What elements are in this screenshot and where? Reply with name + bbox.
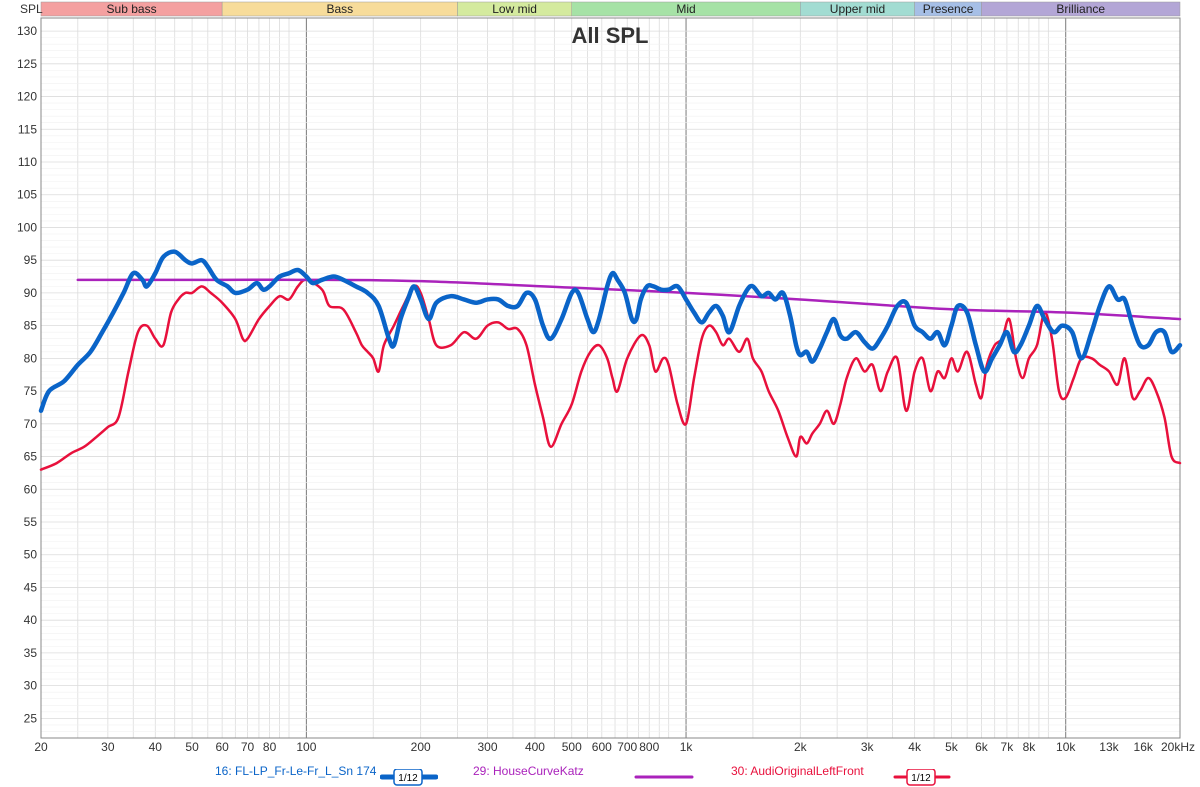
smoothing-badge-1: 1/12 <box>398 773 418 784</box>
x-tick-label: 3k <box>861 740 875 754</box>
band-label-0: Sub bass <box>107 2 157 16</box>
x-tick-label: 40 <box>149 740 163 754</box>
band-label-5: Presence <box>923 2 974 16</box>
y-tick-label: 25 <box>24 711 38 725</box>
band-label-6: Brilliance <box>1056 2 1105 16</box>
x-tick-label: 400 <box>525 740 545 754</box>
y-tick-label: 65 <box>24 450 38 464</box>
plot-frame <box>40 17 1181 739</box>
x-tick-label: 300 <box>478 740 498 754</box>
grid <box>40 18 1181 738</box>
y-tick-label: 75 <box>24 384 38 398</box>
legend-swatch-series-3[interactable]: 1/12 <box>893 769 951 787</box>
x-tick-label: 7k <box>1001 740 1015 754</box>
y-tick-label: 70 <box>24 417 38 431</box>
legend-label-series-2[interactable]: 29: HouseCurveKatz <box>473 764 584 778</box>
legend-swatch-series-2[interactable] <box>634 769 694 787</box>
series-line-3 <box>39 278 1182 471</box>
x-tick-label: 20 <box>34 740 48 754</box>
y-tick-label: 100 <box>17 220 37 234</box>
band-label-4: Upper mid <box>830 2 885 16</box>
legend-swatch-series-1[interactable]: 1/12 <box>380 769 438 787</box>
x-tick-label: 60 <box>215 740 229 754</box>
spl-chart: Sub bass Bass Low mid Mid Upper mid Presence B… <box>17 1 1195 754</box>
x-tick-label: 100 <box>296 740 316 754</box>
y-tick-label: 80 <box>24 351 38 365</box>
x-tick-labels: 20 30 40 50 60 70 80 100 200 300 400 500 600 700 800 1k… <box>34 740 1195 754</box>
x-tick-label: 1k <box>680 740 694 754</box>
y-tick-label: 130 <box>17 24 37 38</box>
x-tick-label: 20kHz <box>1161 740 1195 754</box>
band-label-2: Low mid <box>492 2 537 16</box>
chart-title: All SPL <box>571 23 648 48</box>
x-tick-label: 10k <box>1056 740 1076 754</box>
x-tick-label: 800 <box>639 740 659 754</box>
y-tick-label: 45 <box>24 580 38 594</box>
x-tick-label: 4k <box>908 740 922 754</box>
x-tick-label: 2k <box>794 740 808 754</box>
y-tick-label: 120 <box>17 90 37 104</box>
y-tick-labels: 25 30 35 40 45 50 55 60 65 70 75 80 85 90 95 100 105 110 1… <box>17 24 37 725</box>
legend-label-series-1[interactable]: 16: FL-LP_Fr-Le-Fr_L_Sn 174 <box>215 764 377 778</box>
y-tick-label: 60 <box>24 482 38 496</box>
y-tick-label: 110 <box>18 155 37 169</box>
y-tick-label: 95 <box>24 253 38 267</box>
legend-label-series-3[interactable]: 30: AudiOriginalLeftFront <box>731 764 864 778</box>
legend: 16: FL-LP_Fr-Le-Fr_L_Sn 174 1/12 29: Hou… <box>0 760 1200 787</box>
band-6 <box>981 1 1181 17</box>
x-tick-label: 80 <box>263 740 277 754</box>
x-tick-label: 16k <box>1134 740 1154 754</box>
series-group <box>38 249 1183 471</box>
x-tick-label: 700 <box>617 740 637 754</box>
series-line-1 <box>38 249 1183 413</box>
x-tick-label: 8k <box>1023 740 1037 754</box>
x-tick-label: 600 <box>592 740 612 754</box>
y-tick-label: 125 <box>17 57 37 71</box>
x-tick-label: 50 <box>185 740 199 754</box>
x-tick-label: 30 <box>101 740 115 754</box>
frequency-bands: Sub bass Bass Low mid Mid Upper mid Presence B… <box>40 1 1181 17</box>
x-tick-label: 200 <box>411 740 431 754</box>
y-tick-label: 105 <box>17 188 37 202</box>
x-tick-label: 70 <box>241 740 255 754</box>
x-tick-label: 6k <box>975 740 989 754</box>
y-tick-label: 90 <box>24 286 38 300</box>
y-axis-label: SPL <box>20 2 43 16</box>
x-tick-label: 13k <box>1099 740 1119 754</box>
band-label-1: Bass <box>326 2 353 16</box>
y-tick-label: 30 <box>24 679 38 693</box>
y-tick-label: 40 <box>24 613 38 627</box>
y-tick-label: 50 <box>24 548 38 562</box>
y-tick-label: 85 <box>24 319 38 333</box>
y-tick-label: 55 <box>24 515 38 529</box>
smoothing-badge-3: 1/12 <box>911 773 931 784</box>
x-tick-label: 5k <box>945 740 959 754</box>
y-tick-label: 115 <box>18 122 37 136</box>
series-line-2 <box>76 278 1182 321</box>
y-tick-label: 35 <box>24 646 38 660</box>
x-tick-label: 500 <box>562 740 582 754</box>
band-label-3: Mid <box>676 2 695 16</box>
